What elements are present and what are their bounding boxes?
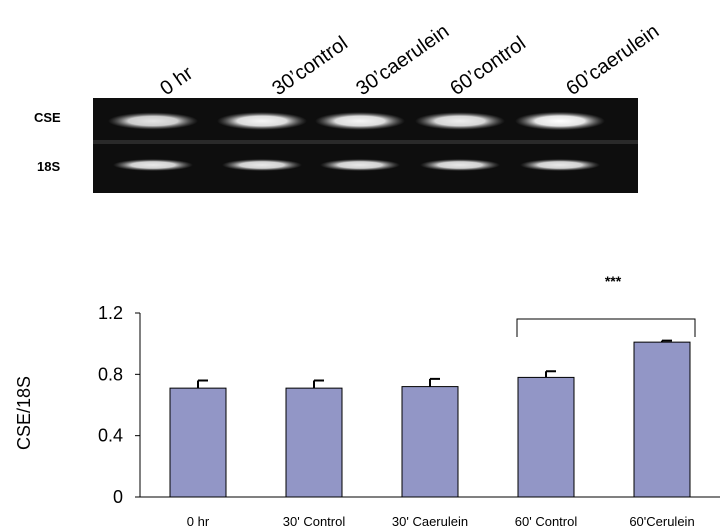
x-category-label-4: 60'Cerulein: [629, 514, 694, 529]
gel-band-18s-2: [320, 159, 400, 171]
row-label-cse: CSE: [34, 110, 61, 125]
gel-band-18s-3: [420, 159, 500, 171]
error-bar-0: [197, 379, 208, 389]
error-bar-2: [429, 377, 440, 387]
error-bar-4: [661, 339, 672, 343]
bar-3: [517, 376, 575, 498]
bar-chart: CSE/18S 0 0.4 0.8 1.2 0 hr 30' Control 30' Ca…: [14, 273, 720, 529]
lane-label-4: 60’caerulein: [562, 20, 663, 100]
bar-0: [169, 387, 227, 498]
y-tick-label-0: 0: [113, 487, 123, 507]
gel-band-18s-4: [520, 159, 600, 171]
row-label-18s: 18S: [37, 159, 60, 174]
bar-2: [401, 386, 459, 498]
gel-band-18s-0: [113, 159, 193, 171]
significance-label: ***: [605, 273, 622, 289]
gel-band-cse-2: [315, 112, 405, 130]
x-category-label-3: 60' Control: [515, 514, 578, 529]
lane-label-0: 0 hr: [156, 62, 197, 100]
x-category-label-1: 30' Control: [283, 514, 346, 529]
y-tick-label-2: 0.8: [98, 364, 123, 384]
gel-band-18s-1: [222, 159, 302, 171]
x-category-label-2: 30' Caerulein: [392, 514, 468, 529]
gel-image: [93, 98, 638, 193]
significance-bracket-line: [516, 318, 696, 337]
bar-4: [633, 341, 691, 498]
error-bar-3: [545, 370, 556, 378]
gel-band-cse-1: [217, 112, 307, 130]
y-tick-label-1: 0.4: [98, 426, 123, 446]
significance-bracket: ***: [516, 273, 696, 337]
lane-label-1: 30’control: [268, 32, 352, 100]
gel-band-cse-4: [515, 111, 605, 131]
x-category-label-0: 0 hr: [187, 514, 210, 529]
lane-label-2: 30’caerulein: [352, 20, 453, 100]
lane-label-3: 60’control: [446, 32, 530, 100]
gel-band-cse-3: [415, 112, 505, 130]
gel-row-divider: [93, 140, 638, 144]
error-bar-1: [313, 379, 324, 389]
y-axis-title: CSE/18S: [14, 376, 34, 450]
bar-1: [285, 387, 343, 498]
gel-band-cse-0: [108, 112, 198, 130]
y-tick-label-3: 1.2: [98, 303, 123, 323]
